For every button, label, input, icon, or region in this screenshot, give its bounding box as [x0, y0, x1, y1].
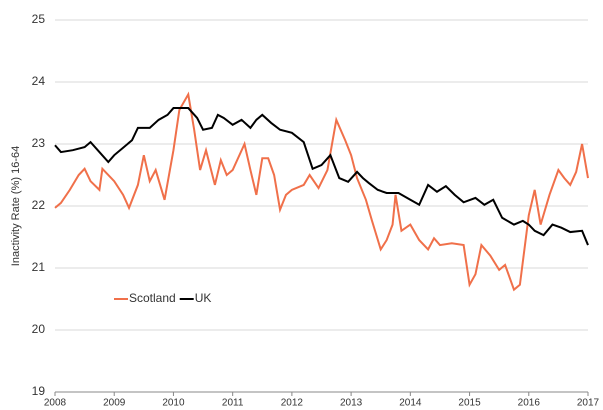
x-tick-label: 2009: [103, 398, 126, 409]
y-tick-label: 24: [32, 74, 46, 88]
y-tick-label: 19: [32, 384, 46, 398]
y-tick-label: 20: [32, 322, 46, 336]
x-tick-label: 2010: [162, 398, 185, 409]
x-tick-label: 2014: [399, 398, 422, 409]
x-tick-label: 2011: [222, 398, 244, 409]
legend-label: UK: [195, 291, 212, 305]
series-line: [54, 91, 589, 292]
x-tick-label: 2013: [340, 398, 363, 409]
x-tick-label: 2008: [44, 398, 67, 409]
y-tick-label: 21: [32, 260, 46, 274]
y-tick-label: 25: [32, 12, 46, 26]
y-axis-label: Inactivity Rate (%) 16-64: [10, 146, 22, 266]
x-tick-label: 2016: [518, 398, 541, 409]
x-tick-label: 2017: [577, 398, 600, 409]
y-tick-label: 23: [32, 136, 46, 150]
y-tick-label: 22: [32, 198, 46, 212]
x-tick-label: 2015: [458, 398, 481, 409]
x-tick-label: 2012: [281, 398, 304, 409]
series-line: [54, 107, 589, 246]
legend-label: Scotland: [129, 291, 176, 305]
